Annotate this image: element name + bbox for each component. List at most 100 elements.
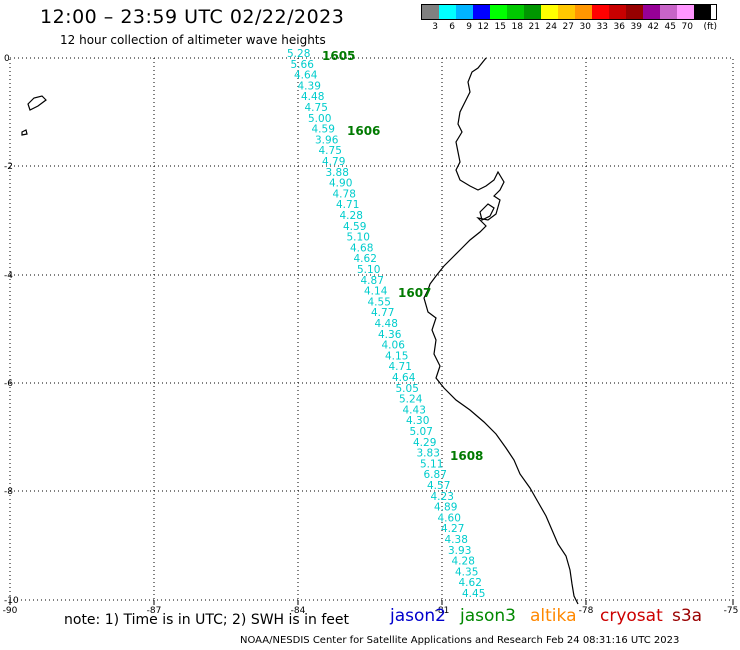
color-swatch [558,5,575,19]
swh-value: 4.27 [441,523,464,535]
color-scale-label: 9 [466,22,472,32]
swh-value: 4.68 [350,242,373,254]
lat-label: -4 [4,271,13,281]
color-swatch [490,5,507,19]
color-scale-label: 3 [432,22,438,32]
swh-value: 4.48 [301,91,324,103]
swh-value: 4.71 [389,361,412,373]
lat-label: -6 [4,379,13,389]
color-swatch [422,5,439,19]
swh-value: 4.15 [385,350,408,362]
note-text: note: 1) Time is in UTC; 2) SWH is in fe… [64,612,350,628]
lon-label: -87 [147,606,162,616]
color-scale-label: 36 [613,22,625,32]
swh-value: 4.62 [459,577,482,589]
map-title: 12:00 – 23:59 UTC 02/22/2023 [40,6,345,28]
legend-jason2: jason2 [390,606,446,626]
color-scale-label: 42 [647,22,659,32]
color-swatch [643,5,660,19]
color-swatch [677,5,694,19]
color-swatch [524,5,541,19]
color-scale-label: 30 [579,22,591,32]
orbit-time-label: 1605 [322,49,355,63]
map-border [9,57,734,601]
swh-value: 4.38 [445,534,468,546]
swh-value: 4.89 [434,502,457,514]
color-scale-legend: 3 6 9 12 15 18 21 24 27 30 33 36 39 42 45 70 (ft) [421,4,717,32]
swh-value: 3.88 [326,167,349,179]
legend-s3a: s3a [672,606,703,626]
color-scale-label: 15 [494,22,506,32]
legend-jason3: jason3 [460,606,516,626]
swh-value: 4.28 [340,210,363,222]
swh-value: 4.62 [354,253,377,265]
swh-value: 3.96 [315,134,339,146]
swh-value: 4.64 [294,70,318,82]
swh-value: 5.66 [291,59,315,71]
swh-value: 5.24 [399,394,423,406]
color-swatch [609,5,626,19]
lat-label: -8 [4,487,13,497]
lon-label: -90 [3,606,18,616]
swh-value: 4.57 [427,480,450,492]
color-scale-label: 12 [477,22,489,32]
color-scale-label: 33 [596,22,608,32]
coastline [21,57,579,605]
color-scale-label: 24 [545,22,557,32]
map-frame [9,57,734,601]
color-swatch [694,5,711,19]
axis-labels: -90 -87 -84 -81 -78 -75 0 -2 -4 -6 -8 -10 [3,54,739,616]
color-scale-label: 21 [528,22,540,32]
swh-value: 6.87 [424,469,447,481]
orbit-time-label: 1608 [450,449,483,463]
map-subtitle: 12 hour collection of altimeter wave hei… [60,33,326,47]
color-swatch [473,5,490,19]
island-galapagos-large [27,95,47,111]
lat-label: -10 [4,596,19,606]
swh-value: 5.28 [287,48,310,60]
color-scale-label: 27 [562,22,574,32]
swh-value: 4.59 [312,124,335,136]
swh-value: 3.93 [448,545,471,557]
island-puna [479,203,495,221]
swh-value: 4.35 [455,566,478,578]
swh-value: 4.39 [298,80,321,92]
swh-value: 4.59 [343,221,366,233]
swh-value: 4.75 [305,102,328,114]
swh-value: 5.07 [410,426,433,438]
swh-value: 5.11 [420,458,443,470]
swh-value: 4.55 [368,296,391,308]
swh-value: 4.30 [406,415,429,427]
swh-value: 4.29 [413,437,436,449]
swh-value: 4.64 [392,372,416,384]
color-swatch [592,5,609,19]
swh-value: 4.60 [438,512,461,524]
color-scale-bar [421,4,717,20]
color-scale-label: 6 [449,22,455,32]
lat-label: 0 [4,54,10,64]
color-swatch [507,5,524,19]
swh-value: 3.83 [417,448,440,460]
swh-value: 4.71 [336,199,359,211]
lon-label: -75 [724,606,739,616]
lon-label: -78 [579,606,594,616]
color-swatch [575,5,592,19]
color-scale-labels: 3 6 9 12 15 18 21 24 27 30 33 36 39 42 45 70 (ft) [421,22,717,32]
swh-value: 4.78 [333,188,356,200]
color-swatch [626,5,643,19]
lat-label: -2 [4,162,13,172]
swh-value: 4.90 [329,178,352,190]
color-scale-label: 70 [681,22,693,32]
color-scale-label: 18 [511,22,523,32]
swh-value: 4.36 [378,329,402,341]
swh-value: 4.45 [462,588,485,600]
swh-value: 5.05 [396,383,419,395]
swh-value: 4.48 [375,318,398,330]
orbit-time-label: 1606 [347,124,380,138]
satellite-track: 5.285.664.644.394.484.755.004.593.964.75… [287,48,485,600]
legend-altika: altika [530,606,577,626]
swh-value: 4.28 [452,556,475,568]
swh-value: 5.10 [347,232,370,244]
coastline-ecuador-peru [423,57,579,605]
